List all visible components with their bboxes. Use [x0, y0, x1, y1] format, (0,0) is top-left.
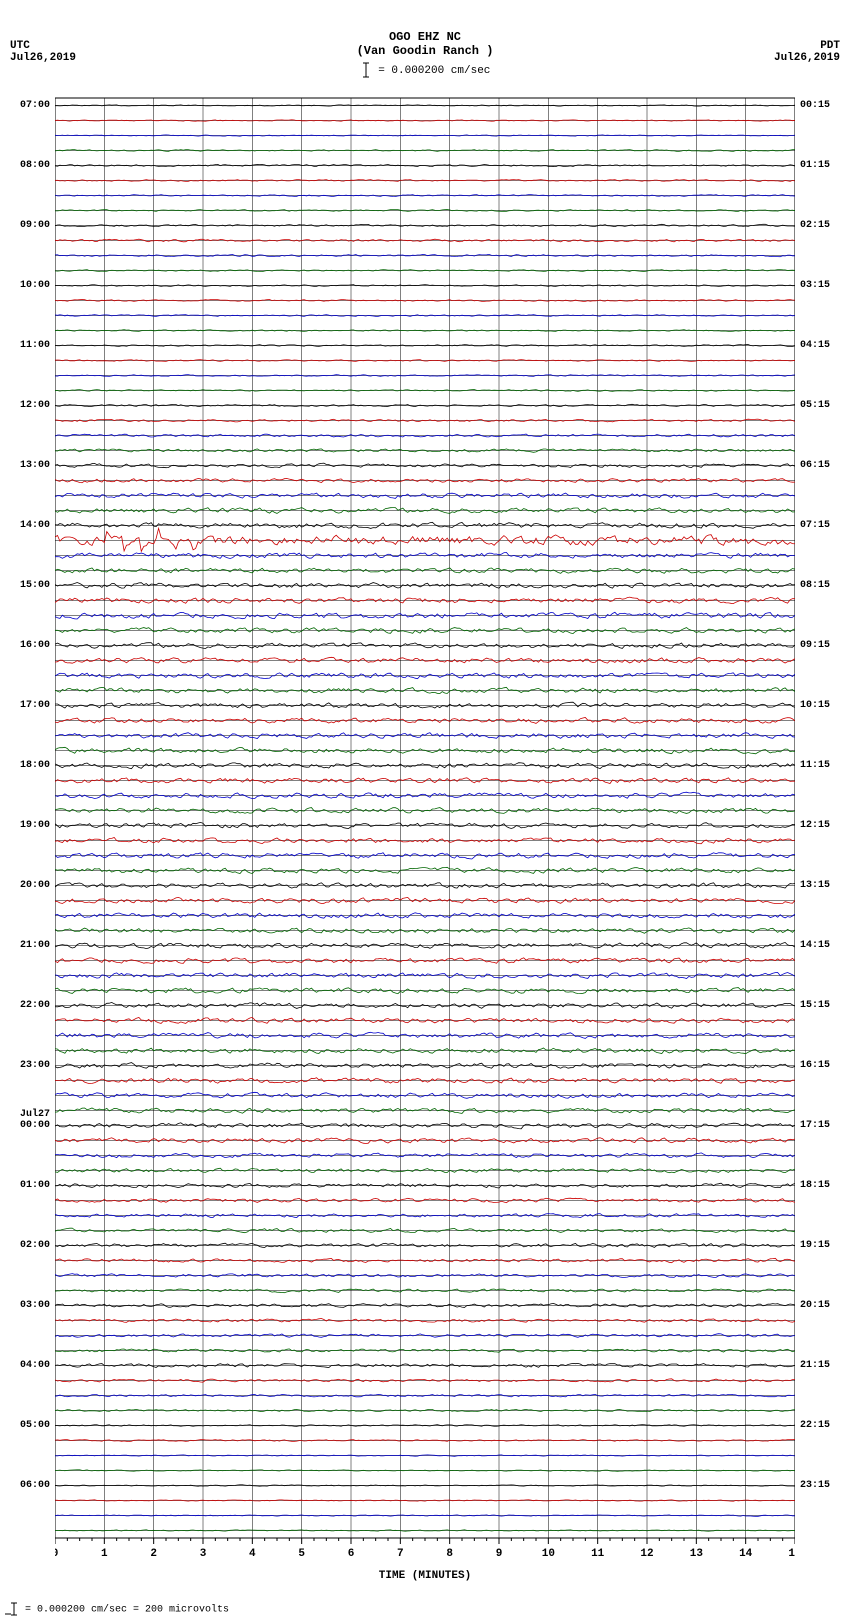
svg-text:15: 15 [788, 1548, 795, 1560]
svg-text:6: 6 [348, 1548, 355, 1560]
left-time-label: 06:00 [20, 1480, 50, 1491]
footer-text: = 0.000200 cm/sec = 200 microvolts [25, 1605, 229, 1616]
header-left: UTC Jul26,2019 [10, 40, 76, 64]
svg-text:4: 4 [249, 1548, 256, 1560]
right-time-label: 14:15 [800, 940, 830, 951]
right-time-label: 13:15 [800, 880, 830, 891]
left-time-label: 13:00 [20, 460, 50, 471]
left-time-label: 19:00 [20, 820, 50, 831]
left-time-label: 04:00 [20, 1360, 50, 1371]
left-time-label: 16:00 [20, 640, 50, 651]
right-time-label: 02:15 [800, 220, 830, 231]
left-time-label: 10:00 [20, 280, 50, 291]
left-time-label: Jul27 [20, 1109, 50, 1120]
right-time-label: 16:15 [800, 1060, 830, 1071]
header: UTC Jul26,2019 OGO EHZ NC (Van Goodin Ra… [0, 0, 850, 78]
plot-area: 0123456789101112131415 TIME (MINUTES) [55, 88, 795, 1582]
right-time-label: 21:15 [800, 1360, 830, 1371]
svg-text:0: 0 [55, 1548, 58, 1560]
right-time-label: 17:15 [800, 1120, 830, 1131]
left-time-label: 18:00 [20, 760, 50, 771]
right-time-label: 19:15 [800, 1240, 830, 1251]
seismogram-svg: 0123456789101112131415 [55, 88, 795, 1568]
left-time-label: 12:00 [20, 400, 50, 411]
left-time-label: 03:00 [20, 1300, 50, 1311]
left-time-label: 00:00 [20, 1120, 50, 1131]
right-time-label: 20:15 [800, 1300, 830, 1311]
right-time-label: 15:15 [800, 1000, 830, 1011]
right-time-label: 07:15 [800, 520, 830, 531]
left-tz: UTC [10, 40, 76, 52]
left-time-label: 09:00 [20, 220, 50, 231]
xaxis-label: TIME (MINUTES) [55, 1570, 795, 1582]
left-time-label: 17:00 [20, 700, 50, 711]
right-time-label: 22:15 [800, 1420, 830, 1431]
svg-text:13: 13 [690, 1548, 704, 1560]
left-time-label: 23:00 [20, 1060, 50, 1071]
right-time-label: 06:15 [800, 460, 830, 471]
title-sub: (Van Goodin Ranch ) [0, 44, 850, 58]
left-time-label: 14:00 [20, 520, 50, 531]
svg-text:10: 10 [542, 1548, 555, 1560]
svg-text:2: 2 [150, 1548, 157, 1560]
right-time-label: 00:15 [800, 100, 830, 111]
svg-text:5: 5 [298, 1548, 305, 1560]
left-time-label: 22:00 [20, 1000, 50, 1011]
right-time-label: 09:15 [800, 640, 830, 651]
right-time-label: 01:15 [800, 160, 830, 171]
right-tz: PDT [774, 40, 840, 52]
seismogram-container: UTC Jul26,2019 OGO EHZ NC (Van Goodin Ra… [0, 0, 850, 1616]
svg-text:11: 11 [591, 1548, 605, 1560]
scale-text: = 0.000200 cm/sec [378, 65, 490, 77]
left-time-label: 11:00 [20, 340, 50, 351]
right-time-label: 10:15 [800, 700, 830, 711]
left-time-label: 21:00 [20, 940, 50, 951]
left-time-label: 01:00 [20, 1180, 50, 1191]
svg-text:12: 12 [640, 1548, 653, 1560]
left-time-label: 05:00 [20, 1420, 50, 1431]
left-date: Jul26,2019 [10, 52, 76, 64]
left-time-label: 02:00 [20, 1240, 50, 1251]
svg-text:8: 8 [446, 1548, 453, 1560]
right-time-label: 18:15 [800, 1180, 830, 1191]
right-time-label: 11:15 [800, 760, 830, 771]
left-time-label: 08:00 [20, 160, 50, 171]
svg-text:14: 14 [739, 1548, 753, 1560]
right-time-labels: 00:15 01:15 02:15 03:15 04:15 05:15 06:15 07:15… [797, 88, 850, 1568]
svg-text:7: 7 [397, 1548, 404, 1560]
header-right: PDT Jul26,2019 [774, 40, 840, 64]
right-date: Jul26,2019 [774, 52, 840, 64]
svg-text:3: 3 [200, 1548, 207, 1560]
svg-text:9: 9 [496, 1548, 503, 1560]
right-time-label: 05:15 [800, 400, 830, 411]
right-time-label: 04:15 [800, 340, 830, 351]
svg-text:1: 1 [101, 1548, 108, 1560]
right-time-label: 03:15 [800, 280, 830, 291]
right-time-label: 23:15 [800, 1480, 830, 1491]
footer: = 0.000200 cm/sec = 200 microvolts [5, 1602, 850, 1616]
title-main: OGO EHZ NC [0, 30, 850, 44]
right-time-label: 12:15 [800, 820, 830, 831]
right-time-label: 08:15 [800, 580, 830, 591]
left-time-label: 07:00 [20, 100, 50, 111]
left-time-label: 15:00 [20, 580, 50, 591]
left-time-labels: 07:00 08:00 09:00 10:00 11:00 12:00 13:00 14:00… [0, 88, 53, 1568]
header-scale: = 0.000200 cm/sec [0, 62, 850, 78]
left-time-label: 20:00 [20, 880, 50, 891]
